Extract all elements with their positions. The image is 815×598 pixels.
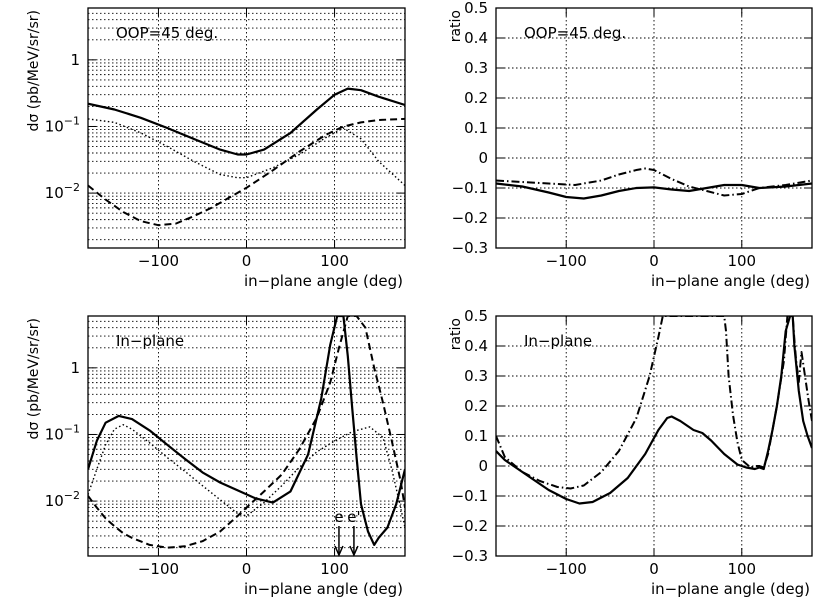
- y-axis-label: ratio: [448, 318, 464, 350]
- panel-annotation: In−plane: [116, 332, 184, 350]
- x-axis-label: in−plane angle (deg): [651, 580, 810, 598]
- y-tick-label: 0.5: [464, 307, 488, 325]
- y-tick-label: 0.3: [464, 367, 488, 385]
- panel-top-left: −100 0 100 10−2 10−1 1 in−plane angle (deg) dσ …: [26, 7, 406, 290]
- y-axis-label: ratio: [448, 10, 464, 42]
- y-tick-label: −0.1: [452, 487, 488, 505]
- x-tick-label: 100: [320, 560, 349, 578]
- y-tick-label: 10−2: [45, 181, 80, 202]
- y-tick-label: 10−1: [45, 114, 80, 135]
- series-line-solid: [88, 316, 405, 546]
- x-tick-label: −100: [138, 560, 179, 578]
- series-line-dashed: [88, 117, 405, 227]
- x-tick-label: 0: [649, 252, 659, 270]
- y-tick-label: 0: [478, 457, 488, 475]
- y-tick-label: 0.2: [464, 397, 488, 415]
- x-tick-label: −100: [546, 252, 587, 270]
- grid: [496, 8, 812, 248]
- y-tick-label: 0.5: [464, 0, 488, 17]
- y-tick-label: −0.2: [452, 517, 488, 535]
- y-tick-label: 0.2: [464, 89, 488, 107]
- series-line-solid: [496, 182, 812, 200]
- series-line-dashdot: [496, 167, 812, 197]
- panel-annotation: OOP=45 deg.: [116, 24, 218, 42]
- y-axis-label: dσ (pb/MeV/sr/sr): [26, 318, 42, 439]
- series-group: [496, 316, 812, 505]
- y-tick-label: 10−1: [45, 422, 80, 443]
- grid: [88, 316, 405, 556]
- y-tick-label: −0.3: [452, 239, 488, 257]
- series-line-solid: [88, 87, 405, 156]
- series-group: [496, 167, 812, 200]
- y-tick-label: 0.1: [464, 427, 488, 445]
- panel-bottom-left: −100 0 100 10−2 10−1 1 in−plane angle (deg) dσ …: [26, 315, 406, 598]
- panel-bottom-right: −100 0 100 −0.3 −0.2 −0.1 0 0.1 0.2 0.3 0.4 0.5 in−p…: [448, 307, 813, 598]
- series-line-dashdot: [496, 316, 812, 490]
- y-tick-label: 1: [70, 51, 80, 69]
- y-axis-label: dσ (pb/MeV/sr/sr): [26, 10, 42, 131]
- y-tick-label: 0.4: [464, 29, 488, 47]
- series-group: [88, 87, 405, 227]
- series-line-dotted: [88, 118, 405, 187]
- y-tick-label: −0.2: [452, 209, 488, 227]
- panel-top-right: −100 0 100 −0.3 −0.2 −0.1 0 0.1 0.2 0.3 0.4 0.5 in−p…: [448, 0, 813, 290]
- x-tick-label: −100: [138, 252, 179, 270]
- beam-arrow: e': [347, 508, 361, 557]
- beam-arrow-label: e: [334, 508, 343, 526]
- x-tick-label: −100: [546, 560, 587, 578]
- x-tick-label: 100: [727, 560, 756, 578]
- series-group: [88, 316, 405, 549]
- y-tick-label: 0: [478, 149, 488, 167]
- series-line-solid: [496, 316, 812, 505]
- grid: [496, 316, 812, 556]
- panel-annotation: In−plane: [524, 332, 592, 350]
- x-tick-label: 0: [242, 560, 252, 578]
- y-tick-label: 0.3: [464, 59, 488, 77]
- y-tick-label: −0.3: [452, 547, 488, 565]
- x-tick-label: 0: [649, 560, 659, 578]
- x-tick-label: 100: [727, 252, 756, 270]
- panel-annotation: OOP=45 deg.: [524, 24, 626, 42]
- beam-arrow-label: e': [347, 508, 360, 526]
- y-tick-label: 0.4: [464, 337, 488, 355]
- x-axis-label: in−plane angle (deg): [244, 580, 403, 598]
- x-tick-label: 0: [242, 252, 252, 270]
- series-line-dashed: [88, 316, 405, 549]
- x-axis-label: in−plane angle (deg): [651, 272, 810, 290]
- x-axis-label: in−plane angle (deg): [244, 272, 403, 290]
- y-tick-label: −0.1: [452, 179, 488, 197]
- grid: [88, 8, 405, 248]
- x-tick-label: 100: [320, 252, 349, 270]
- y-tick-label: 1: [70, 359, 80, 377]
- y-tick-label: 0.1: [464, 119, 488, 137]
- beam-arrow: e: [334, 508, 344, 557]
- y-tick-label: 10−2: [45, 489, 80, 510]
